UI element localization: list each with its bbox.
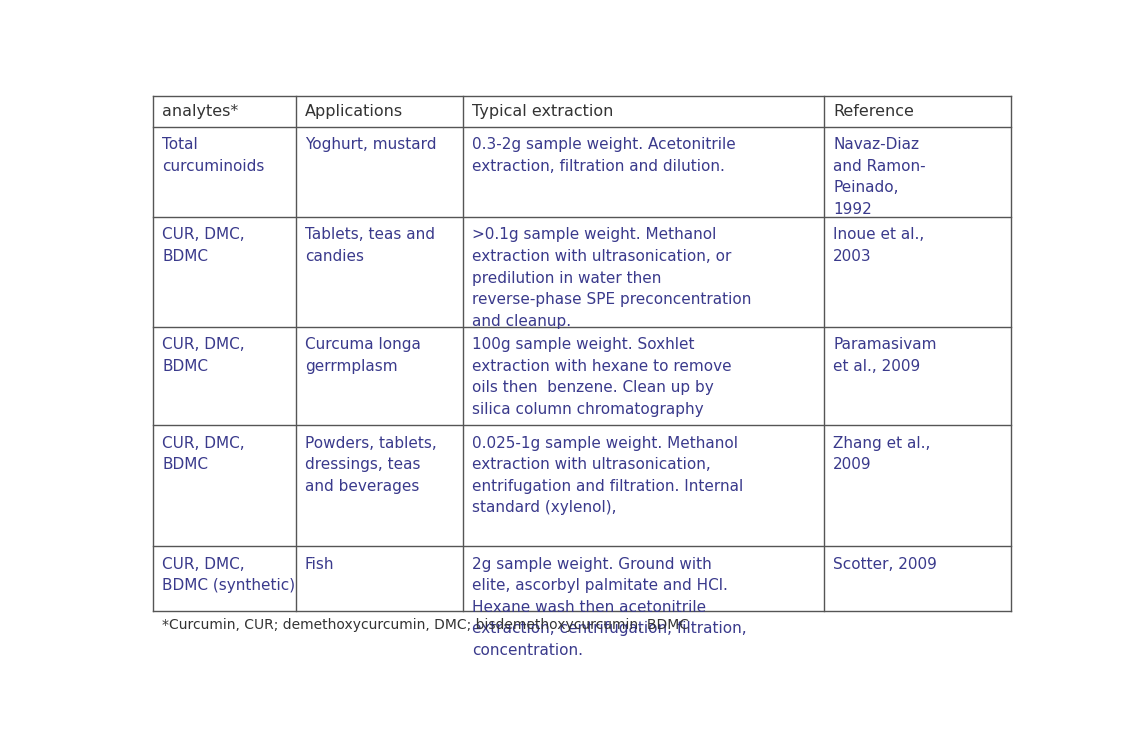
Text: CUR, DMC,
BDMC (synthetic): CUR, DMC, BDMC (synthetic) bbox=[162, 556, 295, 593]
Text: *Curcumin, CUR; demethoxycurcumin, DMC; bisdemethoxycurcumin, BDMC: *Curcumin, CUR; demethoxycurcumin, DMC; … bbox=[162, 618, 690, 632]
Text: Applications: Applications bbox=[304, 104, 403, 119]
Text: Scotter, 2009: Scotter, 2009 bbox=[833, 556, 937, 572]
Text: Fish: Fish bbox=[304, 556, 334, 572]
Text: 0.025-1g sample weight. Methanol
extraction with ultrasonication,
entrifugation : 0.025-1g sample weight. Methanol extract… bbox=[473, 436, 743, 515]
Text: CUR, DMC,
BDMC: CUR, DMC, BDMC bbox=[162, 337, 245, 374]
Text: Total
curcuminoids: Total curcuminoids bbox=[162, 137, 265, 174]
Text: CUR, DMC,
BDMC: CUR, DMC, BDMC bbox=[162, 227, 245, 264]
Text: Reference: Reference bbox=[833, 104, 914, 119]
Text: Inoue et al.,
2003: Inoue et al., 2003 bbox=[833, 227, 925, 264]
Text: Tablets, teas and
candies: Tablets, teas and candies bbox=[304, 227, 435, 264]
Text: 0.3-2g sample weight. Acetonitrile
extraction, filtration and dilution.: 0.3-2g sample weight. Acetonitrile extra… bbox=[473, 137, 736, 174]
Text: CUR, DMC,
BDMC: CUR, DMC, BDMC bbox=[162, 436, 245, 472]
Text: 2g sample weight. Ground with
elite, ascorbyl palmitate and HCl.
Hexane wash the: 2g sample weight. Ground with elite, asc… bbox=[473, 556, 746, 658]
Text: Curcuma longa
gerrmplasm: Curcuma longa gerrmplasm bbox=[304, 337, 420, 374]
Text: Navaz-Diaz
and Ramon-
Peinado,
1992: Navaz-Diaz and Ramon- Peinado, 1992 bbox=[833, 137, 926, 217]
Text: Paramasivam
et al., 2009: Paramasivam et al., 2009 bbox=[833, 337, 936, 374]
Text: Yoghurt, mustard: Yoghurt, mustard bbox=[304, 137, 436, 152]
Text: >0.1g sample weight. Methanol
extraction with ultrasonication, or
predilution in: >0.1g sample weight. Methanol extraction… bbox=[473, 227, 752, 329]
Text: Typical extraction: Typical extraction bbox=[473, 104, 613, 119]
Text: Zhang et al.,
2009: Zhang et al., 2009 bbox=[833, 436, 930, 472]
Text: 100g sample weight. Soxhlet
extraction with hexane to remove
oils then  benzene.: 100g sample weight. Soxhlet extraction w… bbox=[473, 337, 732, 417]
Text: Powders, tablets,
dressings, teas
and beverages: Powders, tablets, dressings, teas and be… bbox=[304, 436, 436, 493]
Text: analytes*: analytes* bbox=[162, 104, 239, 119]
